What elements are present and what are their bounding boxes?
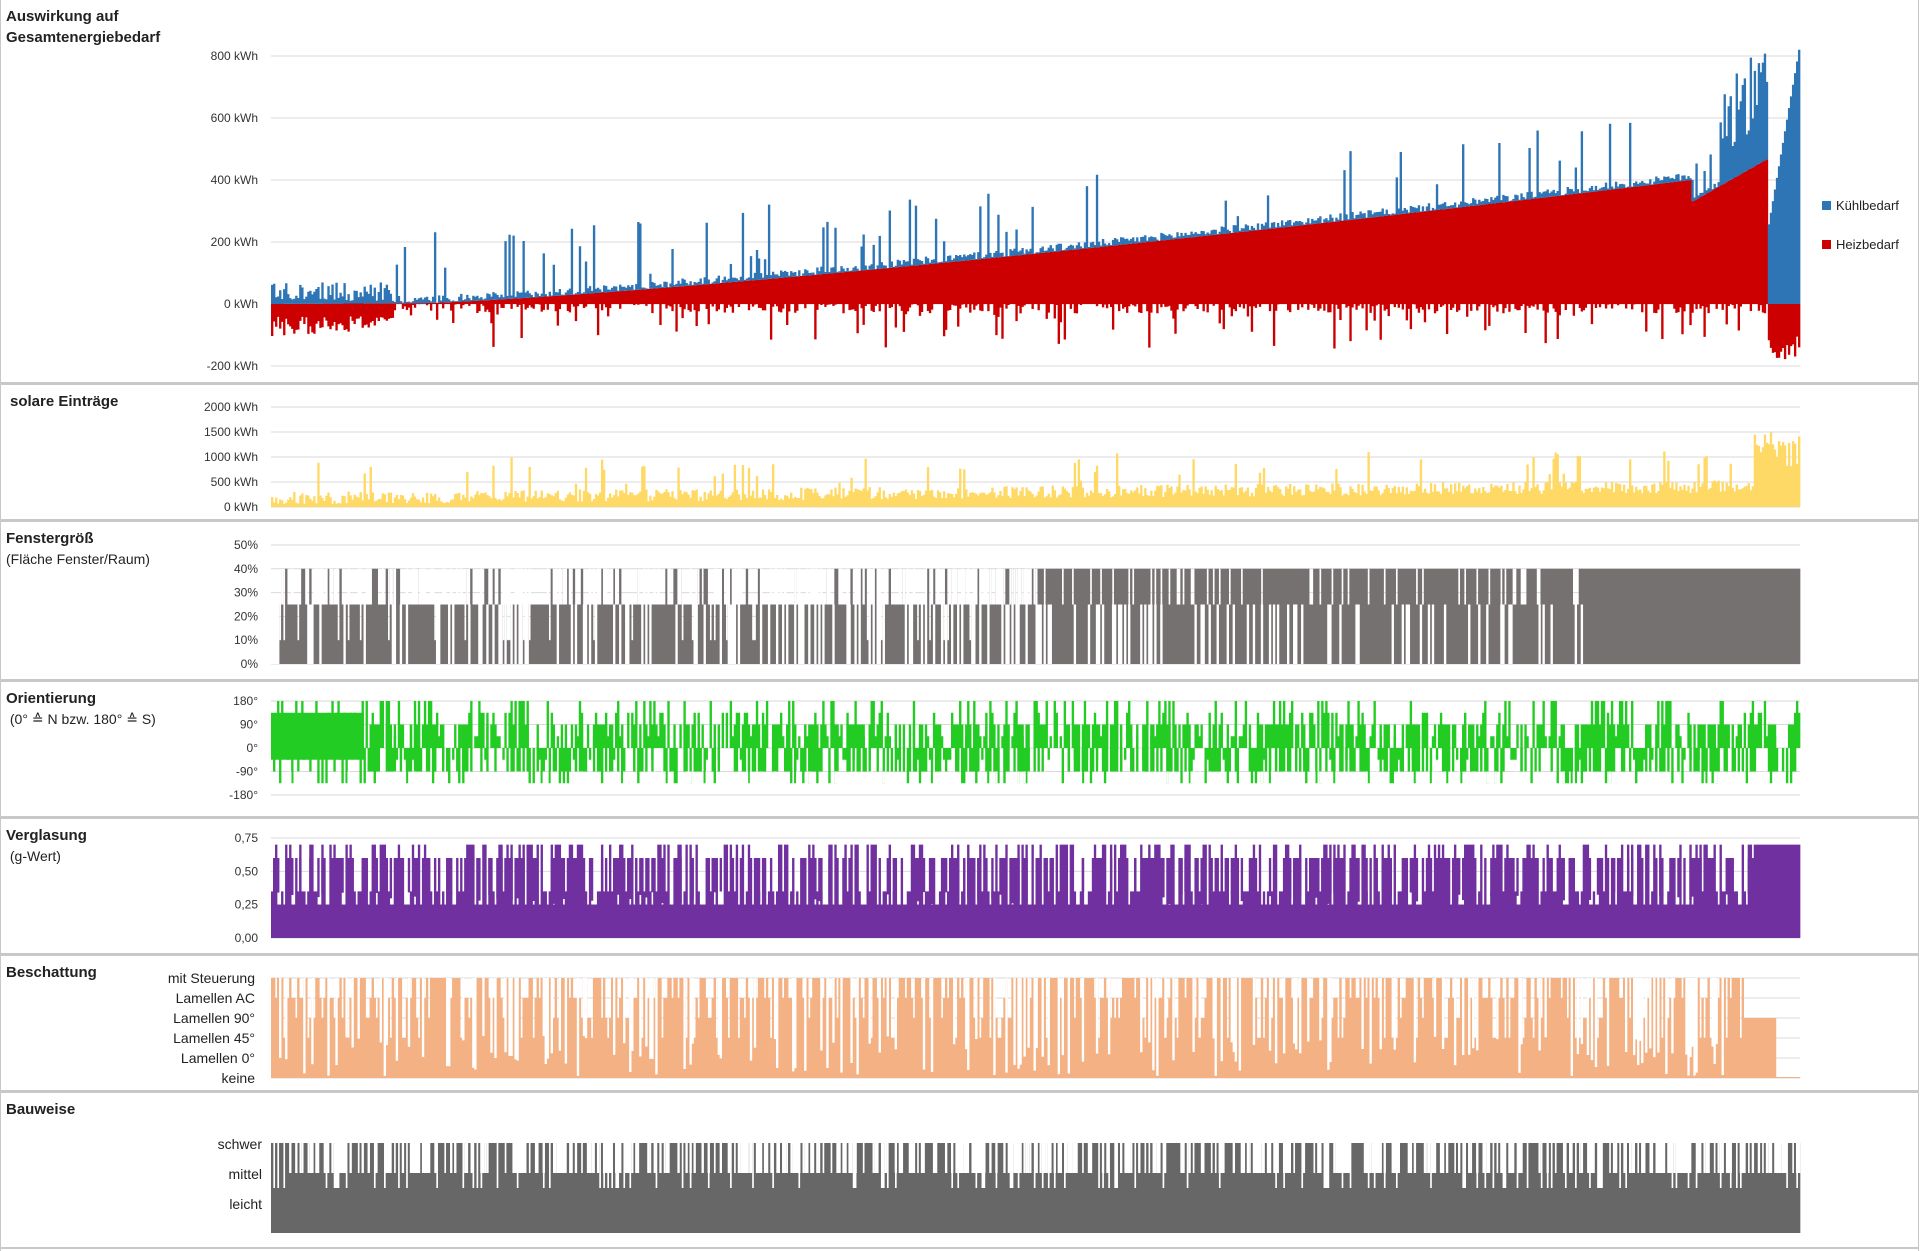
shading-category-label: keine: [222, 1070, 256, 1086]
panel-title-energy: Auswirkung auf Gesamtenergiebedarf: [6, 8, 161, 46]
energy-tick-label: -200 kWh: [207, 359, 258, 373]
legend-swatch-heating: [1822, 240, 1831, 249]
window-gap-upper-bars: [281, 568, 1036, 605]
left-border: [0, 0, 1, 1251]
panel-title-construction: Bauweise: [6, 1101, 76, 1118]
panel-construction: Bauweise leicht mittel schwer: [0, 1093, 1918, 1251]
window-size-chart: 0% 10% 20% 30% 40% 50%: [234, 538, 1801, 671]
construction-gap-bars: [289, 1143, 1801, 1173]
orientation-tick-label: 180°: [233, 694, 258, 708]
orientation-tick-label: -90°: [236, 765, 258, 779]
panel-subtitle-window: (Fläche Fenster/Raum): [6, 551, 150, 567]
panel-subtitle-orientation: (0° ≙ N bzw. 180° ≙ S): [6, 711, 156, 727]
solar-tick-label: 0 kWh: [224, 500, 258, 514]
construction-chart: leicht mittel schwer: [0, 1136, 1918, 1249]
glazing-fill-bars: [273, 858, 1755, 905]
panel-orientation: Orientierung (0° ≙ N bzw. 180° ≙ S) -180…: [0, 682, 1918, 819]
solar-tick-label: 1000 kWh: [204, 450, 258, 464]
cooling-bars: [271, 49, 1801, 304]
energy-tick-label: 400 kWh: [211, 173, 258, 187]
glazing-chart: 0,00 0,25 0,50 0,75: [235, 831, 1801, 945]
solar-tick-label: 2000 kWh: [204, 400, 258, 414]
orientation-tick-label: 90°: [240, 718, 258, 732]
solar-bars: [271, 432, 1801, 507]
panel-title-solar: solare Einträge: [10, 393, 119, 410]
orientation-chart: -180° -90° 0° 90° 180°: [229, 694, 1801, 802]
energy-tick-label: 200 kWh: [211, 235, 258, 249]
shading-category-label: Lamellen 45°: [173, 1030, 255, 1046]
shading-category-label: Lamellen 0°: [181, 1050, 255, 1066]
glazing-tick-label: 0,00: [235, 931, 259, 945]
panel-solar-gains: solare Einträge 0 kWh 500 kWh 1000 kWh 1500…: [0, 385, 1918, 522]
window-tick-label: 0%: [241, 657, 259, 671]
energy-demand-chart: -200 kWh 0 kWh 200 kWh 400 kWh 600 kWh 800 kW…: [207, 49, 1801, 373]
shading-gap-bars: [279, 978, 1724, 1076]
window-tick-label: 40%: [234, 562, 258, 576]
construction-category-label: schwer: [218, 1136, 263, 1152]
panel-window-size: Fenstergröß (Fläche Fenster/Raum) 0% 10% 2…: [0, 522, 1918, 682]
window-tick-label: 50%: [234, 538, 258, 552]
orientation-tick-label: 0°: [247, 741, 259, 755]
glazing-tick-label: 0,50: [235, 864, 259, 878]
heating-bars: [273, 159, 1769, 304]
heating-negative-bars: [271, 304, 1801, 360]
legend-item-heating: Heizbedarf: [1822, 237, 1899, 252]
construction-bars: [271, 1143, 1801, 1233]
glazing-tick-label: 0,75: [235, 831, 259, 845]
window-tick-label: 30%: [234, 586, 258, 600]
shading-category-label: Lamellen AC: [176, 990, 255, 1006]
glazing-tick-label: 0,25: [235, 898, 259, 912]
solar-gains-chart: 0 kWh 500 kWh 1000 kWh 1500 kWh 2000 kWh: [204, 400, 1801, 514]
solar-tick-label: 1500 kWh: [204, 425, 258, 439]
right-border: [1918, 0, 1919, 1251]
panel-subtitle-glazing: (g-Wert): [6, 848, 61, 864]
shading-chart: keine Lamellen 0° Lamellen 45° Lamellen 90°…: [168, 970, 1801, 1086]
legend-swatch-cooling: [1822, 201, 1831, 210]
panel-energy-demand: Auswirkung auf Gesamtenergiebedarf -200 …: [0, 0, 1918, 385]
panel-shading: Beschattung keine Lamellen 0° Lamellen 45°…: [0, 956, 1918, 1093]
solar-tick-label: 500 kWh: [211, 475, 258, 489]
panel-title-window: Fenstergröß: [6, 530, 94, 547]
orientation-gap-bars: [289, 771, 1767, 784]
orientation-tick-label: -180°: [229, 788, 258, 802]
energy-tick-label: 600 kWh: [211, 111, 258, 125]
panel-title-orientation: Orientierung: [6, 690, 97, 707]
orientation-fill-bars: [271, 712, 1797, 772]
panel-glazing: Verglasung (g-Wert) 0,00 0,25 0,50 0,75: [0, 819, 1918, 956]
energy-tick-label: 0 kWh: [224, 297, 258, 311]
panel-title-glazing: Verglasung: [6, 827, 87, 844]
legend-label-heating: Heizbedarf: [1836, 237, 1899, 252]
legend-label-cooling: Kühlbedarf: [1836, 198, 1899, 213]
energy-tick-label: 800 kWh: [211, 49, 258, 63]
window-tick-label: 10%: [234, 633, 258, 647]
construction-category-label: leicht: [229, 1196, 262, 1212]
shading-category-label: Lamellen 90°: [173, 1010, 255, 1026]
window-tick-label: 20%: [234, 609, 258, 623]
window-gap-bars: [271, 604, 1584, 664]
legend-item-cooling: Kühlbedarf: [1822, 198, 1899, 213]
panel-title-shading: Beschattung: [6, 964, 97, 981]
shading-category-label: mit Steuerung: [168, 970, 255, 986]
construction-category-label: mittel: [229, 1166, 262, 1182]
